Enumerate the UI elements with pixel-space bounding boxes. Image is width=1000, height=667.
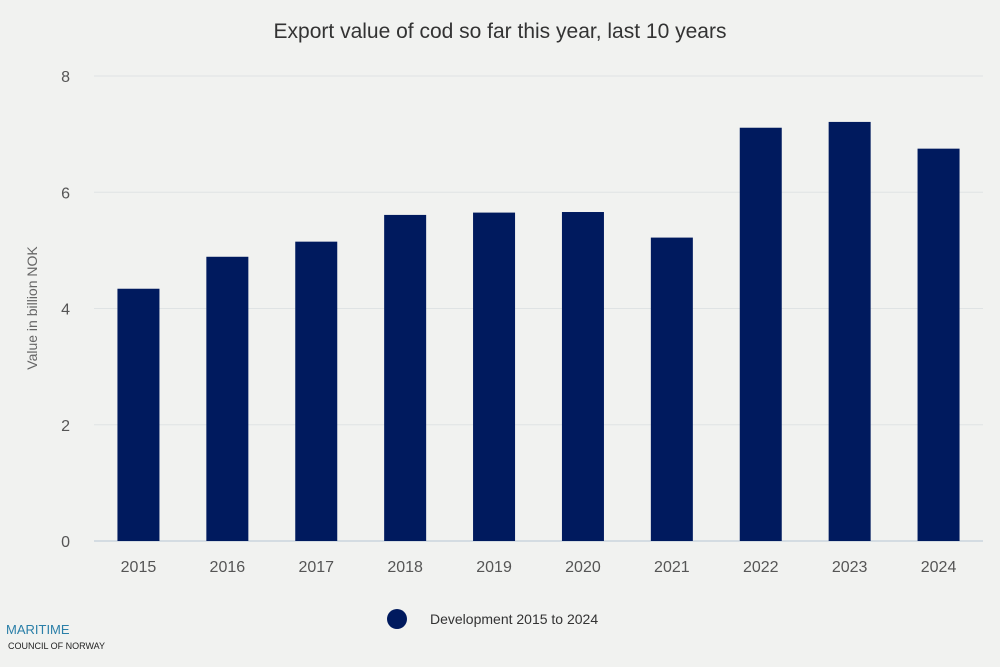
x-tick-label: 2023 bbox=[832, 559, 868, 576]
y-tick-label: 8 bbox=[61, 69, 70, 86]
y-tick-label: 4 bbox=[61, 302, 70, 319]
chart-title: Export value of cod so far this year, la… bbox=[274, 20, 727, 43]
bar-2017[interactable] bbox=[295, 241, 338, 541]
bar-2018[interactable] bbox=[384, 214, 427, 541]
x-tick-label: 2016 bbox=[210, 559, 246, 576]
bar-2020[interactable] bbox=[561, 212, 604, 541]
x-tick-label: 2019 bbox=[476, 559, 512, 576]
y-tick-label: 0 bbox=[61, 534, 70, 551]
y-tick-label: 6 bbox=[61, 185, 70, 202]
x-tick-label: 2022 bbox=[743, 559, 779, 576]
x-tick-label: 2017 bbox=[298, 559, 334, 576]
x-tick-label: 2024 bbox=[921, 559, 957, 576]
x-tick-label: 2015 bbox=[121, 559, 157, 576]
bar-2019[interactable] bbox=[473, 212, 516, 541]
logo-maritime: MARITIME bbox=[6, 622, 70, 637]
bar-2016[interactable] bbox=[206, 256, 249, 541]
bar-2022[interactable] bbox=[739, 127, 782, 541]
legend-marker[interactable] bbox=[387, 609, 407, 629]
logo-council-of-norway: COUNCIL OF NORWAY bbox=[8, 641, 106, 651]
bar-2015[interactable] bbox=[117, 288, 160, 541]
x-tick-label: 2018 bbox=[387, 559, 423, 576]
y-tick-label: 2 bbox=[61, 418, 70, 435]
x-tick-label: 2020 bbox=[565, 559, 601, 576]
y-axis-label: Value in billion NOK bbox=[24, 246, 40, 370]
bar-2023[interactable] bbox=[828, 121, 871, 541]
bar-2024[interactable] bbox=[917, 148, 960, 541]
bar-2021[interactable] bbox=[650, 237, 693, 541]
x-tick-label: 2021 bbox=[654, 559, 690, 576]
legend-label[interactable]: Development 2015 to 2024 bbox=[430, 611, 598, 627]
